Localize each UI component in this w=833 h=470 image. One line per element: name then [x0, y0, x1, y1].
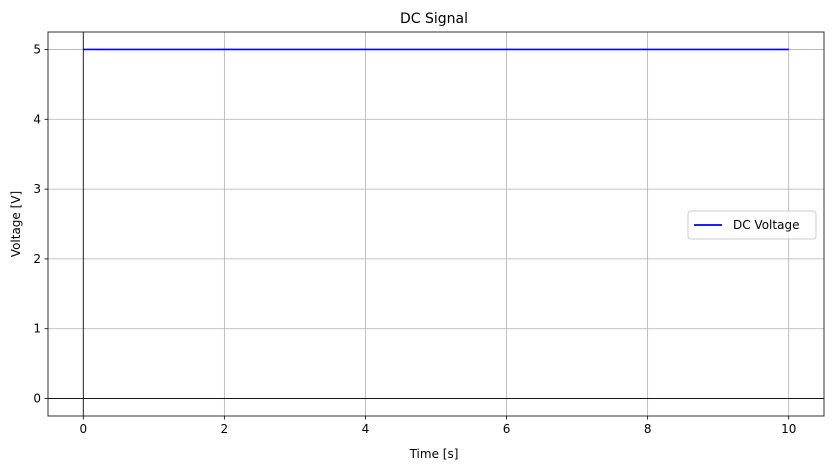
x-tick-label-8: 8: [644, 422, 652, 436]
legend: DC Voltage: [687, 210, 817, 240]
x-tick-label-10: 10: [781, 422, 796, 436]
y-tick-label-2: 2: [33, 252, 41, 266]
y-tick-label-5: 5: [33, 42, 41, 56]
x-tick-label-2: 2: [221, 422, 229, 436]
x-axis-label: Time [s]: [409, 447, 459, 461]
y-ticks: 0 1 2 3 4 5: [33, 42, 48, 406]
legend-box: [687, 210, 817, 240]
x-tick-label-0: 0: [79, 422, 87, 436]
plot-frame: [47, 31, 825, 417]
y-tick-label-3: 3: [33, 182, 41, 196]
x-ticks: 0 2 4 6 8 10: [79, 416, 796, 436]
y-tick-label-1: 1: [33, 322, 41, 336]
reference-lines: [48, 32, 824, 416]
y-tick-label-4: 4: [33, 112, 41, 126]
x-tick-label-6: 6: [503, 422, 511, 436]
chart-title: DC Signal: [400, 11, 468, 27]
x-tick-label-4: 4: [362, 422, 370, 436]
legend-label-dc-voltage: DC Voltage: [733, 218, 799, 232]
y-tick-label-0: 0: [33, 392, 41, 406]
y-axis-label: Voltage [V]: [9, 191, 23, 257]
